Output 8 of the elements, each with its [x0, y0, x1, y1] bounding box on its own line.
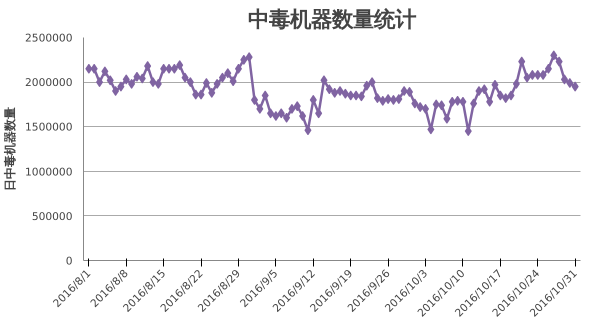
y-tick-label: 500000: [32, 210, 73, 223]
y-tick-label: 2000000: [25, 76, 73, 90]
y-axis-title: 日中毒机器数量: [3, 107, 18, 191]
y-tick-label: 0: [66, 254, 73, 268]
chart-title: 中毒机器数量统计: [248, 8, 416, 32]
y-tick-label: 1000000: [25, 165, 73, 178]
y-tick-label: 1500000: [25, 120, 73, 134]
y-tick-label: 2500000: [25, 32, 73, 44]
